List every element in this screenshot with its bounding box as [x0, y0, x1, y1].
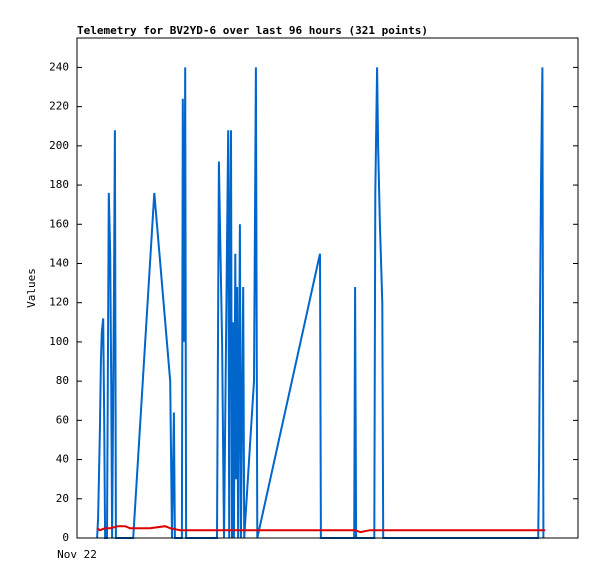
chart-title: Telemetry for BV2YD-6 over last 96 hours…	[77, 24, 428, 37]
y-axis-label: Values	[25, 268, 38, 308]
y-tick-label: 80	[56, 374, 69, 387]
y-tick-label: 240	[49, 60, 69, 73]
series-line	[96, 67, 545, 539]
y-tick-label: 40	[56, 453, 69, 466]
y-tick-label: 160	[49, 217, 69, 230]
y-tick-label: 0	[62, 531, 69, 544]
y-tick-label: 100	[49, 335, 69, 348]
y-tick-label: 20	[56, 492, 69, 505]
plot-frame	[76, 37, 579, 539]
y-tick-label: 120	[49, 296, 69, 309]
y-tick-label: 140	[49, 256, 69, 269]
x-tick-label: Nov 22	[57, 548, 97, 561]
y-tick-label: 200	[49, 139, 69, 152]
series-line	[96, 525, 546, 534]
y-tick-label: 220	[49, 100, 69, 113]
y-tick-label: 60	[56, 413, 69, 426]
y-tick-label: 180	[49, 178, 69, 191]
